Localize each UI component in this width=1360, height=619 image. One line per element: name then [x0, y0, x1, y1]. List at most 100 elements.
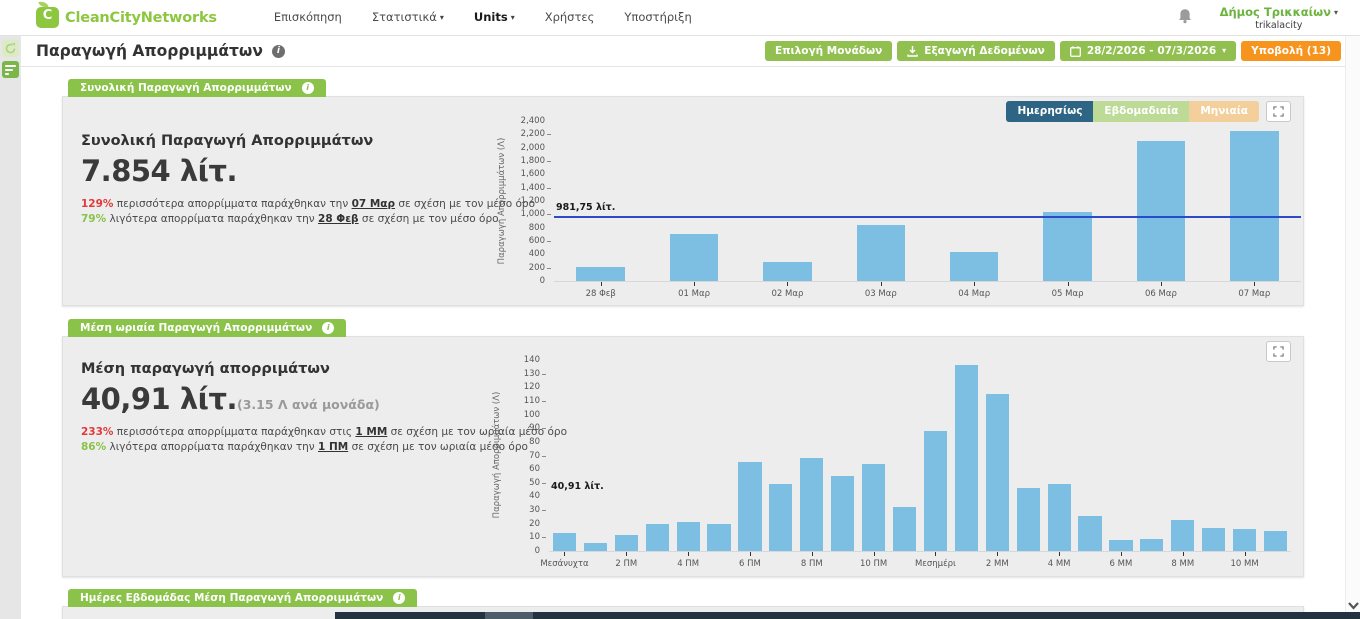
x-tick-label: 4 ΜΜ: [1047, 559, 1071, 569]
notification-bell-icon[interactable]: [1178, 8, 1192, 28]
total-waste-panel: Συνολική Παραγωγή Απορριμμάτων i Συνολικ…: [62, 79, 1304, 306]
bar-9 ΜΜ[interactable]: [1202, 527, 1226, 551]
x-tick-label: 2 ΠΜ: [615, 559, 638, 569]
bar-1 ΜΜ[interactable]: [954, 365, 978, 551]
bar-6 ΜΜ[interactable]: [1109, 540, 1133, 551]
nav-item-statistics[interactable]: Στατιστικά ▾: [357, 0, 459, 36]
bar-11 ΠΜ[interactable]: [892, 507, 917, 551]
submit-button[interactable]: Υποβολή (13): [1241, 41, 1341, 61]
y-tick-label: 1,200: [520, 196, 545, 206]
bar-4 ΜΜ[interactable]: [1047, 484, 1071, 551]
bar-05 Μαρ[interactable]: [1043, 211, 1092, 281]
x-tick-mark: [1182, 552, 1184, 556]
x-tick-label: 2 ΜΜ: [985, 559, 1009, 569]
refresh-icon[interactable]: [2, 40, 19, 57]
user-menu[interactable]: Δήμος Τρικκαίων ▾ trikalacity: [1220, 5, 1338, 31]
select-units-button[interactable]: Επιλογή Μονάδων: [765, 41, 893, 61]
bar-10 ΠΜ[interactable]: [862, 463, 886, 551]
pct-up: 129%: [81, 198, 114, 210]
toggle-weekly[interactable]: Εβδομαδιαία: [1093, 101, 1190, 122]
toggle-daily[interactable]: Ημερησίως: [1006, 101, 1094, 122]
weekday-waste-tab[interactable]: Ημέρες Εβδομάδας Μέση Παραγωγή Απορριμμά…: [68, 589, 418, 607]
note-date[interactable]: 07 Μαρ: [351, 198, 396, 210]
bar-Μεσάνυχτα[interactable]: [552, 533, 577, 551]
bar-10 ΜΜ[interactable]: [1233, 529, 1257, 551]
expand-chart-button[interactable]: [1266, 341, 1291, 362]
bar-9 ΠΜ[interactable]: [831, 475, 855, 551]
filter-icon[interactable]: [2, 61, 19, 78]
x-tick-label: 28 Φεβ: [585, 289, 616, 299]
info-icon[interactable]: i: [393, 592, 406, 604]
content-area: Συνολική Παραγωγή Απορριμμάτων i Συνολικ…: [21, 67, 1345, 619]
bar-04 Μαρ[interactable]: [949, 251, 999, 281]
expand-chart-button[interactable]: [1266, 101, 1291, 122]
bar-7 ΜΜ[interactable]: [1140, 538, 1164, 551]
info-icon[interactable]: i: [301, 82, 314, 94]
note-hour[interactable]: 1 ΠΜ: [318, 441, 349, 453]
bar-3 ΠΜ[interactable]: [645, 523, 669, 551]
bar-8 ΠΜ[interactable]: [800, 458, 824, 551]
export-data-button[interactable]: Εξαγωγή Δεδομένων: [897, 41, 1055, 61]
x-tick-mark: [811, 552, 813, 556]
horizontal-scrollbar[interactable]: [335, 612, 1360, 619]
x-tick-label: 6 ΜΜ: [1109, 559, 1133, 569]
y-tick-label: 30: [529, 505, 540, 516]
vertical-scrollbar[interactable]: [1345, 36, 1360, 619]
bar-01 Μαρ[interactable]: [669, 234, 719, 281]
y-tick-mark: [547, 241, 551, 242]
chevron-down-icon: ▾: [1333, 7, 1338, 17]
toggle-monthly[interactable]: Μηνιαία: [1189, 101, 1259, 122]
stat-value: 7.854 λίτ.: [81, 154, 238, 188]
user-subtitle: trikalacity: [1255, 19, 1303, 31]
bar-07 Μαρ[interactable]: [1230, 131, 1279, 281]
bar-8 ΜΜ[interactable]: [1171, 519, 1195, 551]
hourly-waste-tab[interactable]: Μέση ωριαία Παραγωγή Απορριμμάτων i: [68, 319, 347, 337]
bar-06 Μαρ[interactable]: [1136, 141, 1186, 281]
y-tick-label: 400: [528, 249, 545, 260]
main-nav: Επισκόπηση Στατιστικά ▾ Units ▾ Χρήστες Υπ…: [259, 0, 707, 36]
bar-11 ΜΜ[interactable]: [1263, 530, 1288, 551]
y-tick-label: 20: [529, 518, 540, 529]
note-hour[interactable]: 1 ΜΜ: [355, 426, 388, 438]
y-tick-label: 1,400: [520, 182, 545, 193]
y-tick-label: 10: [529, 532, 540, 543]
nav-item-units[interactable]: Units ▾: [459, 0, 530, 36]
bar-03 Μαρ[interactable]: [856, 225, 906, 281]
nav-item-users[interactable]: Χρήστες: [530, 0, 610, 36]
bar-02 Μαρ[interactable]: [763, 262, 812, 281]
bar-7 ΠΜ[interactable]: [769, 484, 793, 551]
bar-2 ΠΜ[interactable]: [614, 534, 638, 551]
hourly-waste-stats: Μέση παραγωγή απορριμάτων 40,91 λίτ.(3.1…: [81, 361, 567, 455]
bar-3 ΜΜ[interactable]: [1016, 488, 1040, 551]
bar-6 ΠΜ[interactable]: [738, 462, 762, 551]
nav-item-label: Χρήστες: [544, 10, 595, 24]
brand-name: CleanCityNetworks: [65, 9, 217, 26]
bar-5 ΠΜ[interactable]: [707, 523, 731, 551]
brand-logo[interactable]: C CleanCityNetworks: [36, 0, 217, 28]
info-icon[interactable]: i: [322, 322, 335, 334]
bar-Μεσημέρι[interactable]: [923, 430, 948, 551]
nav-item-overview[interactable]: Επισκόπηση: [259, 0, 357, 36]
horizontal-scrollbar-thumb[interactable]: [485, 612, 533, 619]
scroll-down-chevron-icon: [1348, 602, 1359, 610]
bar-28 Φεβ[interactable]: [576, 267, 625, 281]
total-waste-tab[interactable]: Συνολική Παραγωγή Απορριμμάτων i: [68, 79, 326, 97]
nav-item-support[interactable]: Υποστήριξη: [609, 0, 706, 36]
x-tick-mark: [1067, 282, 1069, 286]
bar-4 ΠΜ[interactable]: [676, 522, 700, 551]
bar-1 ΠΜ[interactable]: [583, 542, 607, 551]
y-tick-label: 1,600: [520, 169, 545, 180]
y-tick-mark: [547, 214, 551, 216]
note-below-average: 86% λιγότερα απορρίματα παράχθηκαν την 1…: [81, 441, 528, 453]
y-tick-label: 130: [523, 368, 540, 379]
y-axis-label: Παραγωγή Απορριμμάτων (Λ): [492, 391, 502, 519]
page-info-icon[interactable]: i: [271, 44, 285, 58]
bar-5 ΜΜ[interactable]: [1078, 515, 1102, 551]
note-date[interactable]: 28 Φεβ: [318, 213, 359, 225]
y-tick-label: 0: [534, 546, 540, 556]
daily-waste-chart: Παραγωγή Απορριμμάτων (Λ) 0 200 400 600 800 1…: [496, 116, 1301, 303]
x-tick-label: 07 Μαρ: [1238, 289, 1271, 299]
x-tick-mark: [1254, 282, 1256, 286]
bar-2 ΜΜ[interactable]: [985, 394, 1009, 551]
date-range-button[interactable]: 28/2/2026 - 07/3/2026 ▾: [1059, 41, 1237, 61]
